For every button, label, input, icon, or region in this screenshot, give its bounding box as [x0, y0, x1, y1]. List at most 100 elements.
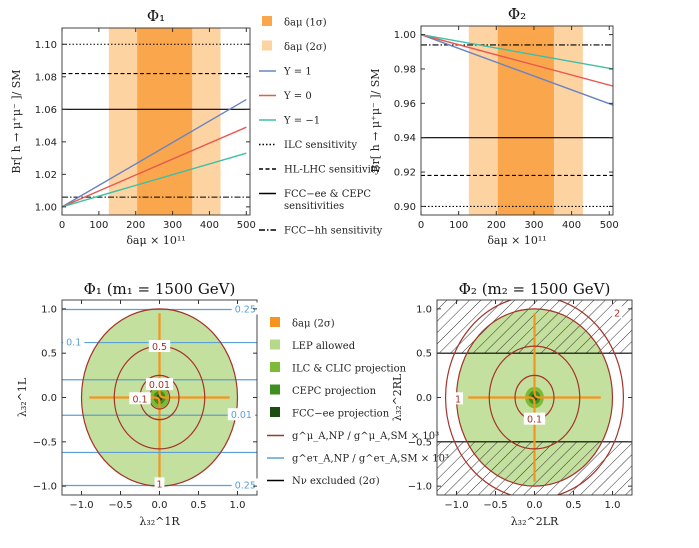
blue-contour-label: 0.25	[235, 304, 256, 315]
y-tick-label: 0.0	[416, 393, 432, 404]
x-tick-label: 1.0	[605, 500, 621, 511]
red-contour-label: 2	[614, 308, 620, 319]
x-tick-label: 0.5	[191, 500, 207, 511]
legend-label: CEPC projection	[292, 386, 377, 397]
y-tick-label: 1.00	[35, 202, 57, 213]
red-contour-label-bg	[129, 392, 151, 405]
y-tick-label: 0.94	[394, 133, 416, 144]
x-tick-label: −0.5	[483, 500, 507, 511]
x-tick-label: 0	[418, 220, 424, 231]
blue-contour-label: 0.25	[235, 481, 256, 492]
red-contour-label-bg	[148, 339, 171, 352]
blue-contour-label-bg	[231, 302, 259, 315]
chart-title: Φ₂ (m₂ = 1500 GeV)	[459, 280, 611, 298]
red-contour-label: 0.1	[132, 394, 147, 405]
red-contour-label: 1	[455, 394, 461, 405]
legend-label: LEP allowed	[292, 341, 356, 352]
y-tick-label: 1.02	[35, 170, 57, 181]
chart-p2: 0 100 200 300 400 500 0.90 0.92 0.94 0.96 0.98 1.00…	[369, 5, 619, 247]
chart-title: Φ₂	[508, 5, 526, 23]
legend-label: δaμ (2σ)	[284, 42, 327, 53]
y-tick-label: −0.5	[408, 437, 432, 448]
legend-swatch	[262, 16, 272, 26]
y-axis-label: λ₃₂^1L	[16, 377, 29, 417]
x-tick-label: 0	[59, 220, 65, 231]
legend-swatch	[270, 384, 280, 395]
legend-label: Y = −1	[283, 116, 320, 127]
damu-2sigma-branch	[89, 396, 161, 482]
y-tick-label: 1.04	[35, 137, 57, 148]
x-tick-label: −1.0	[444, 500, 468, 511]
blue-contour-label: 0.01	[231, 410, 252, 421]
chart-p4: 2 1 0.1 −1.0 −0.5 0.0 0.5 1.0 −1.0 −0.5 0.0 0.5 1.0 Φ…	[391, 280, 633, 528]
y-axis-label: Br[ h → μ⁺μ⁻ ]/ SM	[369, 68, 382, 172]
legend-bottom: δaμ (2σ) LEP allowed ILC & CLIC projection…	[267, 317, 449, 487]
x-axis-label: δaμ × 10¹¹	[487, 234, 546, 247]
x-tick-label: 0.5	[566, 500, 582, 511]
legend-label: ILC sensitivity	[284, 140, 357, 151]
y-tick-label: −1.0	[33, 482, 57, 493]
legend-label: Nν excluded (2σ)	[292, 476, 380, 487]
band-1sigma	[497, 26, 554, 215]
legend-label: Y = 1	[283, 67, 312, 78]
red-contour	[488, 345, 581, 450]
y-axis-label: λ₃₂^2RL	[391, 373, 404, 421]
series-line-2	[62, 152, 247, 208]
chart-title: Φ₁ (m₁ = 1500 GeV)	[84, 280, 236, 298]
damu-2sigma-branch	[158, 313, 230, 399]
legend-swatch	[262, 40, 272, 51]
x-tick-label: 200	[126, 220, 145, 231]
blue-contour-label-bg	[227, 408, 255, 421]
red-contour-label-bg	[154, 477, 165, 490]
series-line-0	[62, 98, 247, 208]
y-tick-label: 1.0	[41, 304, 57, 315]
legend-label: g^μ_A,NP / g^μ_A,SM × 10³	[292, 431, 439, 442]
red-contour-label-bg	[523, 412, 546, 425]
x-tick-label: −0.5	[108, 500, 132, 511]
legend-label: g^eτ_A,NP / g^eτ_A,SM × 10³	[292, 454, 449, 465]
legend-label: δaμ (1σ)	[284, 18, 327, 29]
chart-p1: 0 100 200 300 400 500 1.00 1.02 1.04 1.06 1.08 1.10…	[10, 7, 256, 247]
band-1sigma	[137, 28, 193, 215]
y-tick-label: 0.96	[394, 99, 416, 110]
x-tick-label: 500	[237, 220, 256, 231]
x-tick-label: 0.0	[152, 500, 168, 511]
x-tick-label: 400	[200, 220, 219, 231]
blue-contour-label-bg	[63, 335, 85, 348]
legend-swatch	[270, 407, 280, 417]
blue-contour-label: 0.1	[66, 338, 81, 349]
y-tick-label: 1.0	[416, 304, 432, 315]
x-tick-label: 100	[89, 220, 108, 231]
x-axis-label: λ₃₂^2LR	[511, 515, 559, 528]
legend-label: sensitivities	[284, 201, 344, 212]
y-tick-label: 1.06	[35, 105, 57, 116]
x-tick-label: 100	[449, 220, 468, 231]
red-contour-label: 0.01	[149, 380, 170, 391]
red-contour	[445, 300, 624, 495]
legend-swatch	[270, 362, 280, 372]
legend-label: δaμ (2σ)	[292, 319, 335, 330]
red-contour-label: 0.5	[152, 342, 167, 353]
y-tick-label: 0.98	[394, 64, 416, 75]
chart-title: Φ₁	[147, 7, 165, 25]
legend-top: δaμ (1σ) δaμ (2σ) Y = 1 Y = 0 Y = −1 ILC sens…	[259, 16, 383, 237]
y-tick-label: 1.10	[35, 40, 57, 51]
x-tick-label: 0.0	[527, 500, 543, 511]
red-contour-label: 0.1	[527, 415, 542, 426]
series-line-0	[421, 33, 613, 106]
legend-swatch	[270, 339, 280, 350]
y-tick-label: 1.08	[35, 72, 57, 83]
y-tick-label: 1.00	[394, 30, 416, 41]
red-contour-label-bg	[612, 306, 623, 319]
y-tick-label: 0.5	[41, 349, 57, 360]
legend-label: FCC−hh sensitivity	[284, 226, 383, 237]
blue-contour-label-bg	[231, 478, 259, 491]
x-axis-label: λ₃₂^1R	[139, 515, 180, 528]
series-line-1	[62, 126, 247, 208]
x-axis-label: δaμ × 10¹¹	[126, 234, 185, 247]
legend-swatch	[270, 317, 280, 327]
series-line-1	[421, 33, 613, 87]
x-tick-label: 500	[600, 220, 619, 231]
y-tick-label: −1.0	[408, 482, 432, 493]
